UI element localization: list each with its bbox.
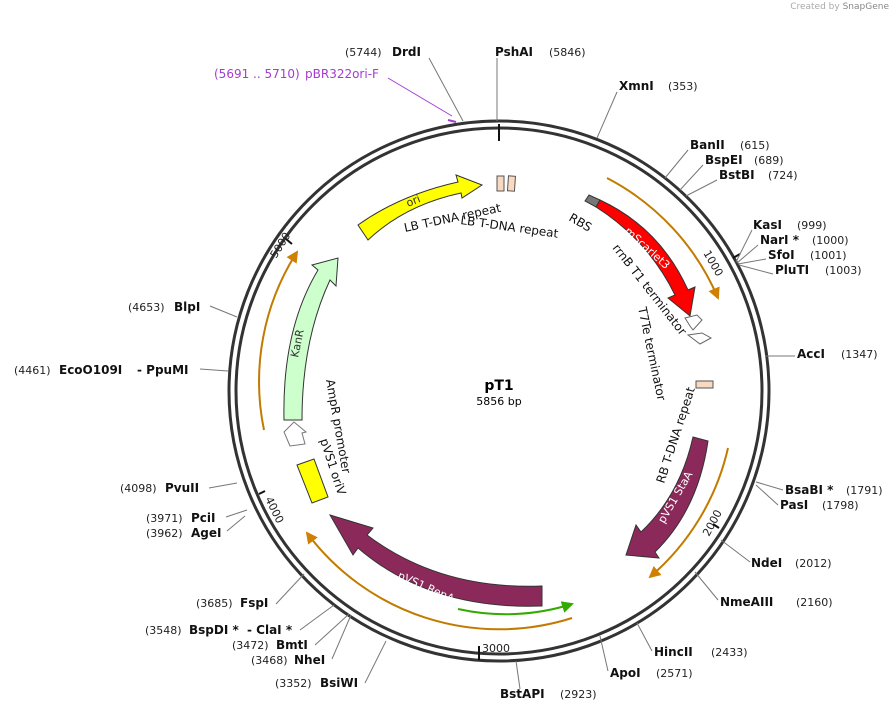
pvs1-repa-arrow <box>328 514 543 607</box>
primer-arc-green <box>457 601 574 616</box>
rb-repeat <box>695 380 714 389</box>
backbone-outer <box>227 119 771 663</box>
site-pos-bspdi: (3548) <box>145 624 182 637</box>
site-label-bmti: BmtI <box>276 638 308 652</box>
site-pos-acci: (1347) <box>841 348 878 361</box>
pvs1-oriv-box <box>296 458 329 504</box>
tick-4000-mark <box>258 490 266 495</box>
site-pos-bstapi: (2923) <box>560 688 597 701</box>
site-pos-bsiwi: (3352) <box>275 677 312 690</box>
site-pos-nhei: (3468) <box>251 654 288 667</box>
site-label-pvuii: PvuII <box>165 481 199 495</box>
site-pos-pluti: (1003) <box>825 264 862 277</box>
site-pos-bmti: (3472) <box>232 639 269 652</box>
primer-label: pBR322ori-F <box>305 67 379 81</box>
site-label-ndei: NdeI <box>751 556 782 570</box>
site-pos-apoi: (2571) <box>656 667 693 680</box>
credit-text: Created by <box>790 2 840 12</box>
site-label-sfoi: SfoI <box>768 248 795 262</box>
site-pos-drdi: (5744) <box>345 46 382 59</box>
primer-mark <box>447 119 457 123</box>
site-label-pasi: PasI <box>780 498 808 512</box>
site-label-nari: NarI * <box>760 233 800 247</box>
plasmid-length: 5856 bp <box>476 395 521 408</box>
kanr-arrow <box>283 257 339 421</box>
site-pos-kasi: (999) <box>797 219 827 232</box>
orf-arc-repa <box>305 531 573 631</box>
orf-arc-mscarlet <box>606 177 720 300</box>
site-pos-hincii: (2433) <box>711 646 748 659</box>
site-pos-pshai: (5846) <box>549 46 586 59</box>
ampr-promoter-arrow <box>283 421 308 447</box>
site-label-fspi: FspI <box>240 596 268 610</box>
site-pos-fspi: (3685) <box>196 597 233 610</box>
site-label-pshai: PshAI <box>495 45 533 59</box>
site-pos-pasi: (1798) <box>822 499 859 512</box>
tick-2000-mark <box>712 523 720 529</box>
site-label-nhei: NheI <box>294 653 325 667</box>
site-label-banii: BanII <box>690 138 725 152</box>
site-pos-sfoi: (1001) <box>810 249 847 262</box>
site-pos-bstbi: (724) <box>768 169 798 182</box>
site-label-bspei: BspEI <box>705 153 743 167</box>
site-label-agei: AgeI <box>191 526 221 540</box>
site-label-hincii: HincII <box>654 645 693 659</box>
t7te-terminator-icon <box>686 332 713 345</box>
site-leaders <box>199 57 795 690</box>
orf-arc-kanr <box>258 250 299 431</box>
site-label-bsabi: BsaBI * <box>785 483 834 497</box>
site-label-acci: AccI <box>797 347 825 361</box>
site-label-pcii: PciI <box>191 511 216 525</box>
ori-arrow <box>357 174 484 241</box>
site-pos-pcii: (3971) <box>146 512 183 525</box>
credit-brand: SnapGene <box>842 2 889 12</box>
site-label-bstapi: BstAPI <box>500 687 545 701</box>
site-pos-nmeaiii: (2160) <box>796 596 833 609</box>
site-pos-bspei: (689) <box>754 154 784 167</box>
site-label-ppumi: - PpuMI <box>137 363 189 377</box>
site-pos-xmni: (353) <box>668 80 698 93</box>
site-label-xmni: XmnI <box>619 79 654 93</box>
site-pos-pvuii: (4098) <box>120 482 157 495</box>
lb-repeat-1 <box>496 175 505 192</box>
site-label-nmeaiii: NmeAIII <box>720 595 773 609</box>
rrnb-terminator-icon <box>684 314 703 331</box>
site-pos-nari: (1000) <box>812 234 849 247</box>
lb-repeat-2 <box>506 175 517 192</box>
site-label-kasi: KasI <box>753 218 782 232</box>
ori-label: ori <box>404 192 422 209</box>
site-label-clai: - ClaI * <box>247 623 293 637</box>
site-label-drdi: DrdI <box>392 45 421 59</box>
rbs-label: RBS <box>567 210 595 234</box>
tick-3000: 3000 <box>482 642 510 655</box>
site-pos-ecoo109i: (4461) <box>14 364 51 377</box>
mscarlet-arrow <box>595 199 696 317</box>
lb-repeat-label-2: LB T-DNA repeat <box>460 213 560 241</box>
kanr-label: KanR <box>288 328 307 359</box>
site-pos-agei: (3962) <box>146 527 183 540</box>
tick-1000-mark <box>732 253 741 259</box>
site-label-pluti: PluTI <box>775 263 809 277</box>
site-pos-blpi: (4653) <box>128 301 165 314</box>
site-label-bstbi: BstBI <box>719 168 755 182</box>
pvs1-staa-arrow <box>625 436 709 559</box>
orf-arc-stab <box>648 447 729 579</box>
site-label-blpi: BlpI <box>174 300 200 314</box>
tick-5000-mark <box>285 238 293 245</box>
site-label-bsiwi: BsiWI <box>320 676 358 690</box>
site-pos-ndei: (2012) <box>795 557 832 570</box>
site-label-ecoo109i: EcoO109I <box>59 363 122 377</box>
primer-range: (5691 .. 5710) <box>214 67 300 81</box>
site-label-apoi: ApoI <box>610 666 641 680</box>
site-pos-bsabi: (1791) <box>846 484 883 497</box>
primer-leader <box>387 77 453 117</box>
plasmid-name: pT1 <box>484 378 513 394</box>
t7te-label: T7Te terminator <box>635 305 669 402</box>
site-pos-banii: (615) <box>740 139 770 152</box>
snapgene-credit: Created by SnapGene <box>790 2 889 12</box>
site-label-bspdi: BspDI * <box>189 623 239 637</box>
